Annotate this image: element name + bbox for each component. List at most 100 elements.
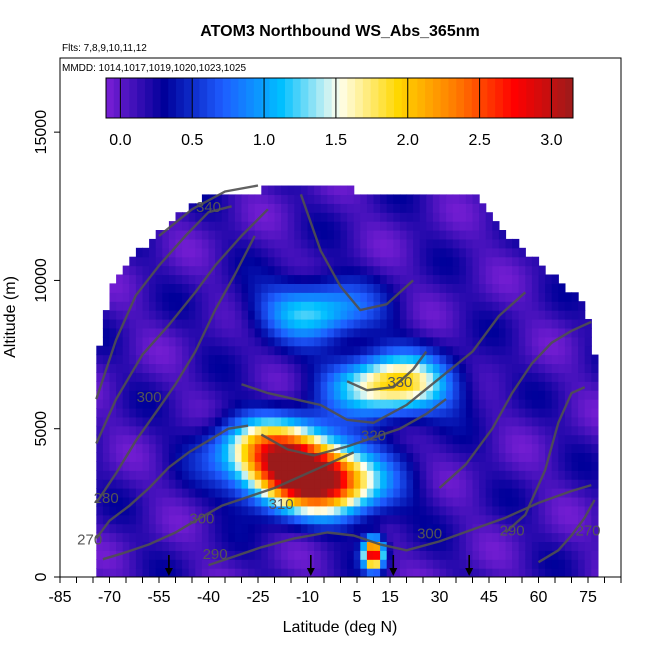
heatmap-cell [439, 425, 447, 436]
heatmap-cell [505, 514, 513, 525]
heatmap-cell [333, 283, 342, 293]
heatmap-cell [168, 523, 177, 534]
heatmap-cell [201, 363, 210, 373]
heatmap-cell [386, 372, 394, 382]
heatmap-cell [109, 434, 117, 445]
heatmap-cell [591, 479, 599, 489]
heatmap-cell [498, 568, 507, 577]
heatmap-cell [564, 559, 573, 569]
heatmap-cell [215, 318, 223, 329]
heatmap-cell [300, 461, 309, 471]
heatmap-cell [518, 390, 526, 400]
heatmap-cell [551, 443, 559, 454]
heatmap-cell [340, 479, 348, 489]
heatmap-cell [300, 425, 309, 436]
heatmap-cell [512, 523, 520, 534]
heatmap-cell [340, 301, 348, 311]
heatmap-cell [96, 559, 104, 569]
heatmap-cell [182, 390, 190, 400]
heatmap-cell [122, 425, 130, 436]
heatmap-cell [347, 230, 355, 240]
heatmap-cell [492, 274, 500, 284]
heatmap-cell [182, 559, 190, 569]
heatmap-cell [129, 327, 137, 338]
heatmap-cell [538, 407, 546, 418]
x-axis: -85 -70 -55 -40 -25 -10 5 15 30 45 60 75 [48, 577, 622, 606]
heatmap-cell [426, 523, 434, 534]
heatmap-cell [413, 203, 421, 213]
heatmap-cell [208, 212, 216, 222]
heatmap-cell [347, 318, 355, 329]
heatmap-cell [300, 568, 309, 577]
heatmap-cell [307, 194, 315, 204]
heatmap-cell [492, 541, 500, 551]
heatmap-cell [287, 559, 295, 569]
heatmap-cell [300, 238, 309, 249]
heatmap-cell [353, 363, 361, 373]
heatmap-cell [558, 523, 566, 534]
heatmap-cell [142, 443, 150, 454]
heatmap-cell [294, 505, 302, 516]
heatmap-cell [102, 318, 111, 329]
heatmap-cell [96, 434, 104, 445]
heatmap-cell [340, 247, 348, 258]
heatmap-cell [393, 541, 401, 551]
heatmap-cell [294, 265, 302, 276]
heatmap-cell [485, 559, 493, 569]
heatmap-cell [373, 372, 381, 382]
heatmap-cell [287, 283, 295, 293]
heatmap-cell [135, 390, 144, 400]
heatmap-cell [102, 372, 111, 382]
heatmap-cell [102, 541, 111, 551]
heatmap-cell [102, 354, 111, 365]
heatmap-cell [175, 345, 183, 356]
heatmap-cell [241, 310, 249, 320]
heatmap-cell [261, 301, 269, 311]
heatmap-cell [393, 452, 401, 462]
heatmap-cell [446, 372, 454, 382]
heatmap-cell [360, 514, 368, 525]
heatmap-cell [287, 407, 295, 418]
heatmap-cell [314, 327, 322, 338]
heatmap-cell [578, 390, 586, 400]
heatmap-cell [300, 292, 309, 302]
heatmap-cell [129, 345, 137, 356]
heatmap-cell [545, 559, 553, 569]
heatmap-cell [393, 416, 401, 427]
heatmap-cell [591, 354, 599, 365]
heatmap-cell [558, 381, 566, 391]
heatmap-cell [465, 523, 474, 534]
heatmap-cell [248, 523, 256, 534]
heatmap-cell [558, 461, 566, 471]
heatmap-cell [327, 292, 335, 302]
heatmap-cell [175, 443, 183, 454]
heatmap-cell [195, 363, 203, 373]
heatmap-cell [102, 532, 111, 543]
heatmap-cell [492, 238, 500, 249]
heatmap-cell [96, 541, 104, 551]
heatmap-cell [149, 496, 157, 507]
heatmap-cell [228, 399, 236, 409]
heatmap-cell [241, 203, 249, 213]
heatmap-cell [360, 203, 368, 213]
heatmap-cell [294, 247, 302, 258]
heatmap-cell [465, 265, 474, 276]
heatmap-cell [221, 434, 229, 445]
heatmap-cell [182, 488, 190, 498]
heatmap-cell [393, 434, 401, 445]
heatmap-cell [538, 550, 546, 560]
heatmap-cell [393, 310, 401, 320]
heatmap-cell [122, 416, 130, 427]
heatmap-cell [327, 452, 335, 462]
heatmap-cell [479, 212, 487, 222]
heatmap-cell [366, 461, 375, 471]
heatmap-cell [432, 523, 441, 534]
heatmap-cell [393, 247, 401, 258]
heatmap-cell [353, 336, 361, 347]
heatmap-cell [452, 479, 460, 489]
heatmap-cell [261, 372, 269, 382]
heatmap-cell [307, 505, 315, 516]
heatmap-cell [122, 559, 130, 569]
heatmap-cell [314, 407, 322, 418]
